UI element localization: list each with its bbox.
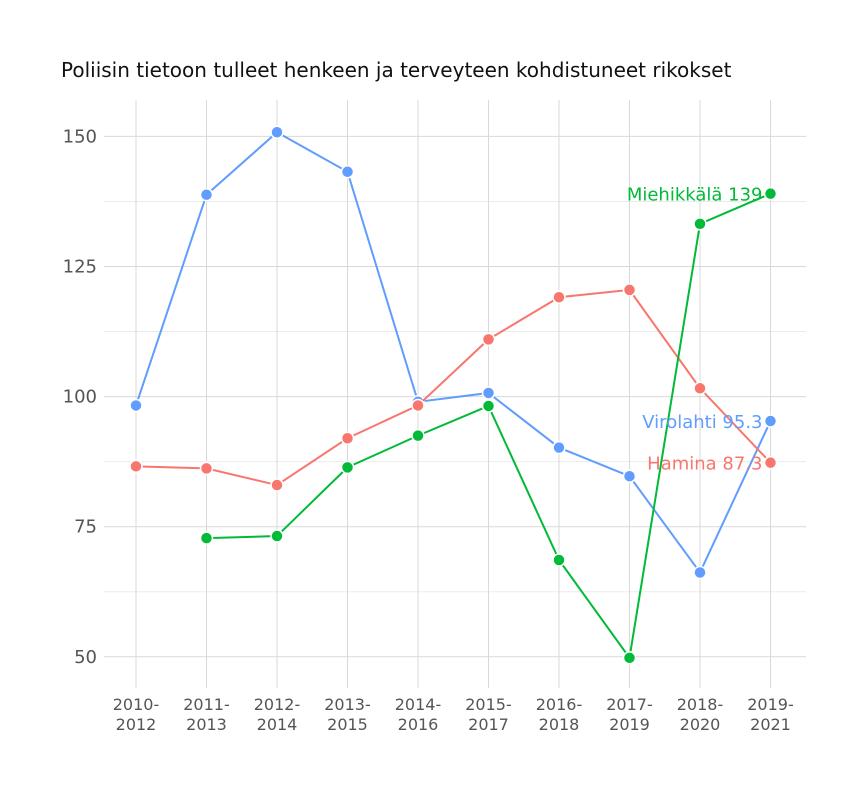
y-tick-label: 125 — [63, 257, 97, 278]
data-point-virolahti — [340, 165, 355, 179]
data-point-virolahti — [763, 414, 778, 428]
data-point-hamina — [340, 431, 355, 445]
x-tick-label: 2017-2019 — [606, 695, 653, 734]
data-point-hamina — [622, 283, 637, 297]
data-point-miehikkälä — [481, 399, 496, 413]
data-point-hamina — [693, 381, 707, 396]
data-point-miehikkälä — [763, 186, 778, 201]
x-tick-label: 2015-2017 — [465, 695, 512, 734]
data-point-miehikkälä — [340, 460, 355, 475]
x-tick-label: 2013-2015 — [324, 695, 371, 734]
x-tick-label: 2011-2013 — [183, 695, 230, 734]
x-tick-label: 2014-2016 — [395, 695, 442, 734]
data-point-miehikkälä — [411, 428, 425, 443]
data-point-virolahti — [622, 469, 637, 483]
data-point-virolahti — [481, 386, 496, 400]
data-point-hamina — [763, 455, 778, 470]
x-tick-label: 2019-2021 — [747, 695, 794, 734]
data-point-virolahti — [199, 187, 214, 202]
series-line-virolahti — [135, 131, 772, 575]
data-point-hamina — [129, 459, 143, 474]
x-tick-label: 2012-2014 — [254, 695, 301, 734]
data-point-hamina — [552, 290, 566, 304]
data-point-miehikkälä — [270, 529, 284, 543]
x-tick-label: 2018-2020 — [677, 695, 724, 734]
data-point-miehikkälä — [552, 553, 566, 567]
series-lines — [129, 125, 778, 665]
x-tick-label: 2010-2012 — [113, 695, 160, 734]
y-tick-label: 75 — [74, 517, 97, 538]
data-point-virolahti — [270, 125, 284, 140]
end-label-virolahti: Virolahti 95.3 — [642, 412, 762, 433]
data-point-miehikkälä — [622, 651, 637, 665]
data-point-hamina — [199, 461, 214, 476]
data-point-virolahti — [552, 440, 566, 455]
end-label-hamina: Hamina 87.3 — [647, 454, 762, 475]
axis-labels: 50 75 100 125 150 2010-2012 2011-2013 2012-2014… — [63, 126, 794, 734]
y-tick-label: 100 — [63, 387, 97, 408]
chart-title: Poliisin tietoon tulleet henkeen ja terv… — [61, 58, 732, 82]
series-line-hamina — [135, 288, 772, 487]
data-point-hamina — [411, 398, 425, 413]
data-point-hamina — [481, 332, 496, 347]
data-point-virolahti — [129, 398, 143, 413]
x-tick-label: 2016-2018 — [536, 695, 583, 734]
data-point-virolahti — [693, 565, 707, 580]
y-tick-label: 50 — [74, 647, 97, 668]
end-label-miehikkälä: Miehikkälä 139 — [627, 185, 763, 206]
data-point-miehikkälä — [693, 217, 707, 231]
end-labels: Virolahti 95.3 Hamina 87.3 Miehikkälä 139 — [627, 185, 763, 475]
y-tick-label: 150 — [63, 126, 97, 147]
data-point-hamina — [270, 478, 284, 492]
data-point-miehikkälä — [199, 531, 214, 545]
